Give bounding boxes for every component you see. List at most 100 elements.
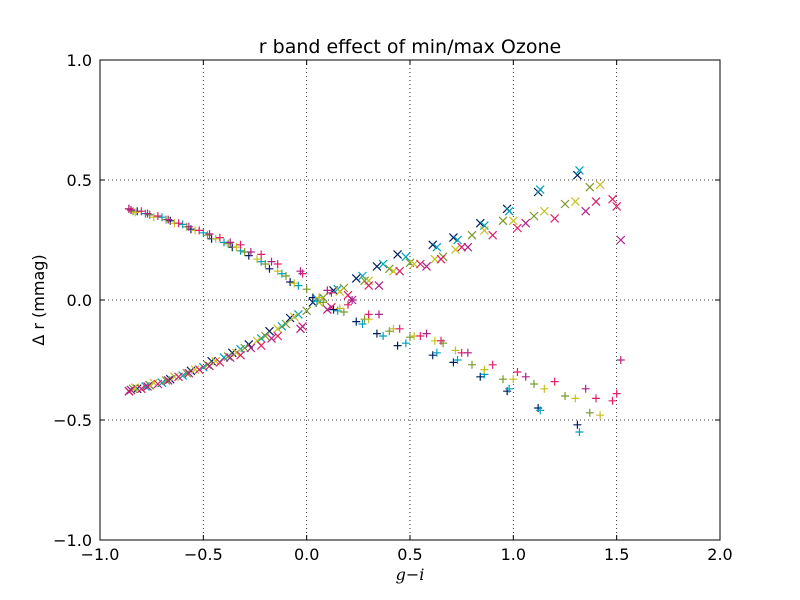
data-point [591,197,601,207]
axis-ticks: −1.0 −0.5 0.0 0.5 1.0 1.5 2.0 −1.0 −0.5 0.0 0.5 1.0 [53,51,733,564]
data-point [513,223,522,233]
data-point [265,264,274,273]
data-point [260,331,270,341]
data-point [178,220,187,229]
data-point [286,278,295,286]
data-point [422,261,431,271]
data-point [608,194,617,204]
data-points [124,165,626,436]
data-point [378,259,388,269]
data-point [246,248,255,256]
data-point [153,379,163,389]
data-point [294,281,303,290]
x-tick-label: 2.0 [707,545,732,564]
data-point [302,306,312,316]
data-point [273,260,282,268]
data-point [416,332,425,340]
data-point [352,317,361,326]
data-point [182,368,192,378]
data-point [432,242,442,252]
data-point [348,296,357,304]
data-point [205,361,214,371]
data-point [128,384,138,394]
data-point [608,396,617,405]
data-point [174,219,183,228]
data-point [463,242,473,252]
data-point [536,406,545,415]
data-point [453,356,462,364]
data-point [351,273,361,283]
data-point [273,267,282,276]
y-tick-label: 0.5 [67,171,92,190]
data-point [453,235,462,245]
data-point [364,281,374,291]
data-point [561,392,569,400]
data-point [339,308,348,316]
data-point [612,201,622,211]
data-point [406,333,414,342]
data-point [256,341,266,351]
data-point [277,321,287,331]
data-point [169,372,179,382]
y-tick-label: −1.0 [53,531,92,550]
data-point [158,213,166,222]
data-point [560,199,570,209]
data-point [153,212,162,220]
data-point [451,346,460,355]
grid-lines [100,60,720,540]
data-point [550,377,559,386]
data-point [164,215,173,224]
data-point [143,381,152,391]
data-point [372,261,382,271]
data-point [145,380,155,390]
data-point [508,216,518,226]
data-point [468,360,476,369]
data-point [257,250,266,259]
data-point [236,350,245,360]
data-point [277,269,286,278]
data-point [616,356,625,364]
data-point [190,365,200,375]
data-point [319,298,328,307]
data-point [375,310,383,319]
data-point [430,254,440,264]
data-point [475,218,485,228]
data-point [449,358,458,367]
data-point [374,281,384,291]
data-point [256,333,266,343]
data-point [428,351,437,360]
data-point [463,348,472,357]
data-point [261,260,270,268]
data-point [205,230,214,238]
data-point [226,238,235,247]
data-point [223,351,233,361]
data-point [393,249,403,259]
data-point [203,360,212,370]
data-point [184,222,193,231]
data-point [428,240,438,250]
x-tick-label: 1.0 [501,545,526,564]
data-point [480,365,489,374]
data-point [535,185,545,195]
data-point [505,384,514,393]
data-point [401,252,411,262]
data-point [232,243,241,252]
data-point [215,357,225,367]
data-point [203,231,212,240]
data-point [289,312,299,322]
data-point [281,319,291,329]
data-point [199,228,208,237]
data-point [498,216,508,226]
data-point [509,375,518,384]
data-point [195,226,204,235]
data-point [571,394,580,403]
data-point [488,230,498,240]
data-point [395,324,404,333]
x-tick-label: 1.5 [604,545,629,564]
data-point [240,343,250,353]
data-point [282,272,290,280]
data-point [529,211,539,221]
data-point [612,389,621,398]
x-tick-label: 0.0 [294,545,319,564]
